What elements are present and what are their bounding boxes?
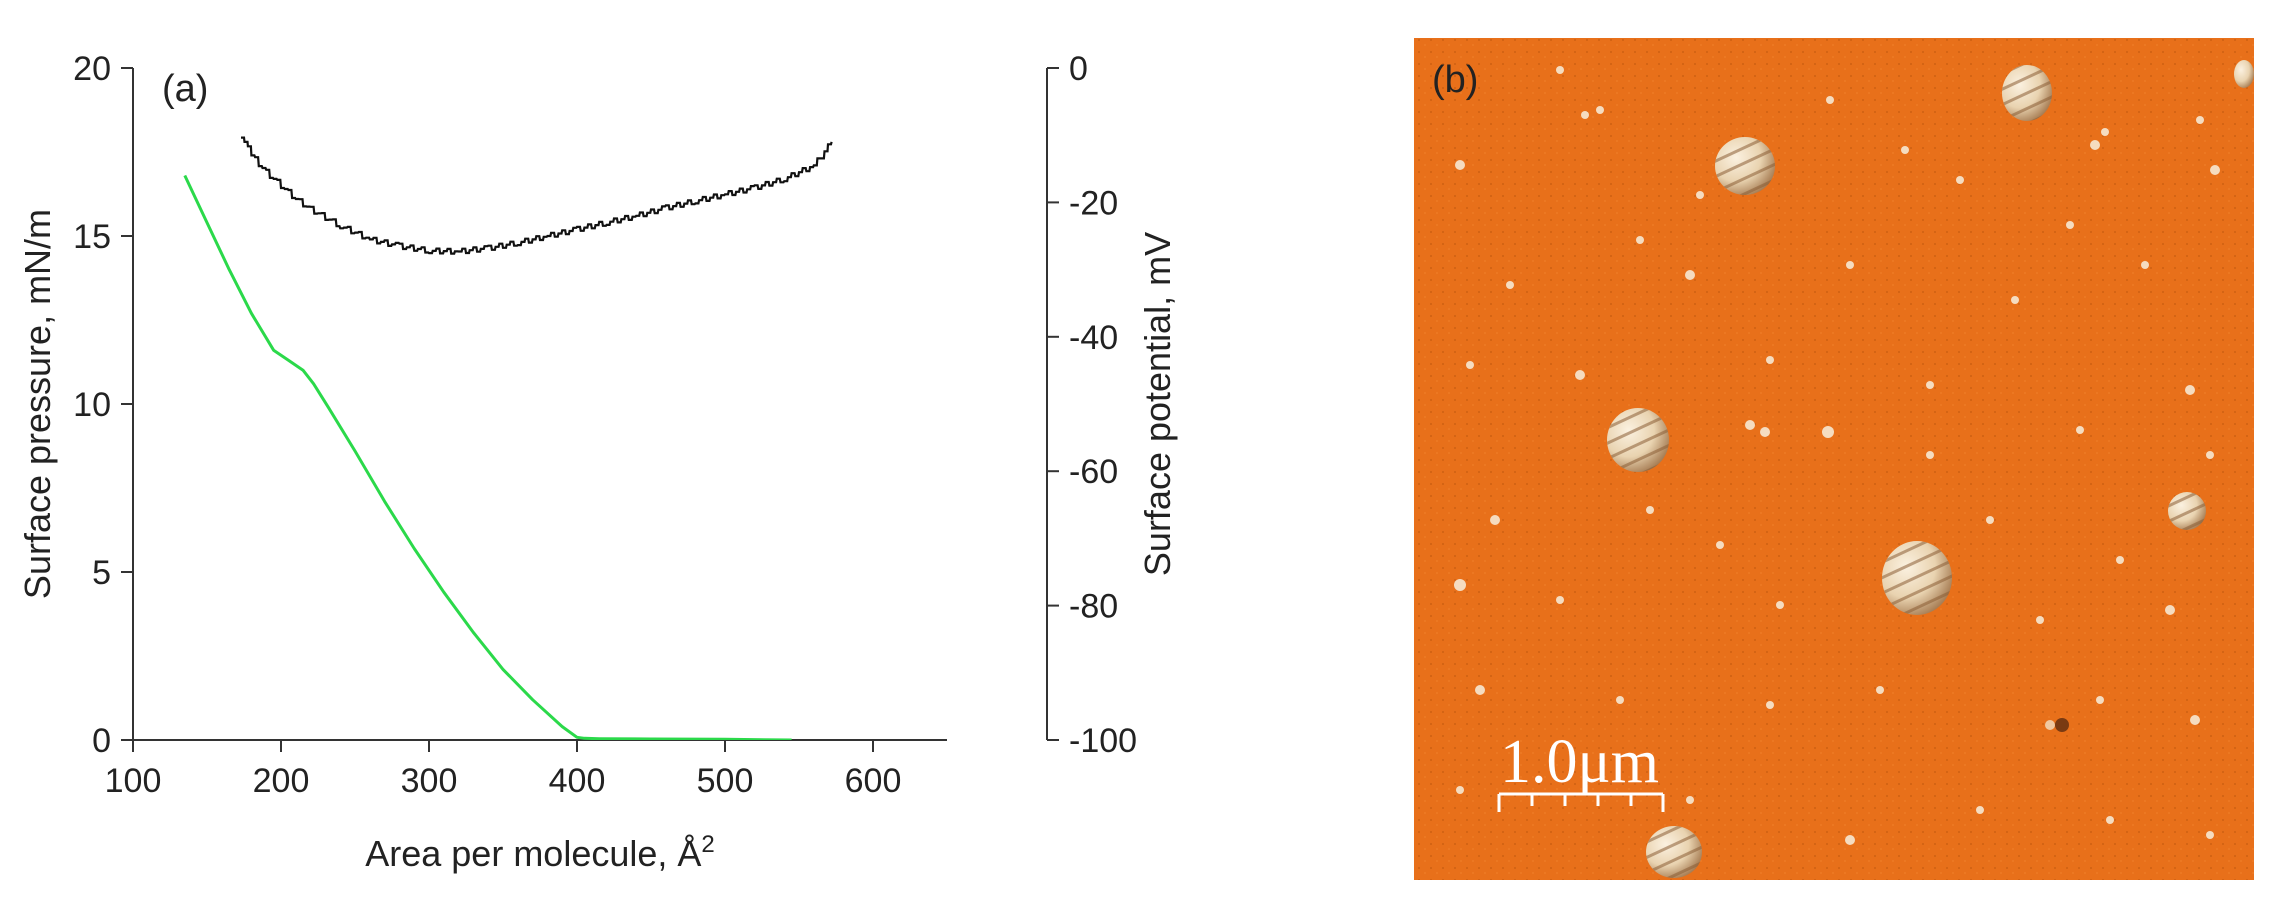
panel-label-a: (a)	[162, 68, 208, 110]
y2-tick-label--60: -60	[1069, 453, 1118, 491]
x-axis-ticks: 100 200 300 400 500 600	[105, 740, 902, 800]
x-tick-label-200: 200	[253, 762, 310, 800]
domain-large-5	[1646, 826, 1702, 878]
afm-image-panel: (b) 1.0μm	[1414, 38, 2254, 880]
series-line-surface-potential	[241, 136, 833, 255]
y2-axis-title: Surface potential, mV	[1137, 232, 1178, 576]
x-tick-label-300: 300	[401, 762, 458, 800]
domain-large-4	[1882, 541, 1952, 615]
x-tick-label-600: 600	[845, 762, 902, 800]
y2-tick-label--80: -80	[1069, 588, 1118, 626]
y2-tick-label--40: -40	[1069, 319, 1118, 357]
series-line-surface-pressure	[183, 174, 792, 740]
y-axis-title: Surface pressure, mN/m	[17, 209, 58, 599]
small-particles	[1454, 66, 2220, 845]
y-tick-label-10: 10	[73, 386, 111, 424]
y2-tick-label--20: -20	[1069, 184, 1118, 222]
x-axis-title-superscript: 2	[701, 831, 714, 858]
y-tick-label-20: 20	[73, 50, 111, 88]
domain-large-3	[1607, 408, 1669, 472]
x-axis-title: Area per molecule, Å2	[365, 831, 715, 874]
y2-axis-ticks: -100 -80 -60 -40 -20 0	[1047, 50, 1137, 760]
y2-tick-label--100: -100	[1069, 722, 1137, 760]
domain-large-2	[2002, 65, 2052, 121]
scale-bar-label: 1.0μm	[1500, 728, 1659, 796]
panel-label-b: (b)	[1432, 59, 1478, 101]
y2-tick-label-0: 0	[1069, 50, 1088, 88]
x-axis-title-text: Area per molecule, Å	[365, 833, 701, 874]
scale-bar: 1.0μm	[1497, 728, 1665, 812]
domain-small-1	[2168, 492, 2206, 530]
domain-large-1	[1715, 137, 1775, 195]
x-tick-label-500: 500	[697, 762, 754, 800]
y-tick-label-15: 15	[73, 218, 111, 256]
y-axis-ticks: 0 5 10 15 20	[73, 50, 133, 760]
y-tick-label-5: 5	[92, 554, 111, 592]
y-tick-label-0: 0	[92, 722, 111, 760]
afm-texture	[1414, 38, 2254, 880]
domain-small-2	[2234, 60, 2254, 88]
x-tick-label-400: 400	[549, 762, 606, 800]
x-tick-label-100: 100	[105, 762, 162, 800]
